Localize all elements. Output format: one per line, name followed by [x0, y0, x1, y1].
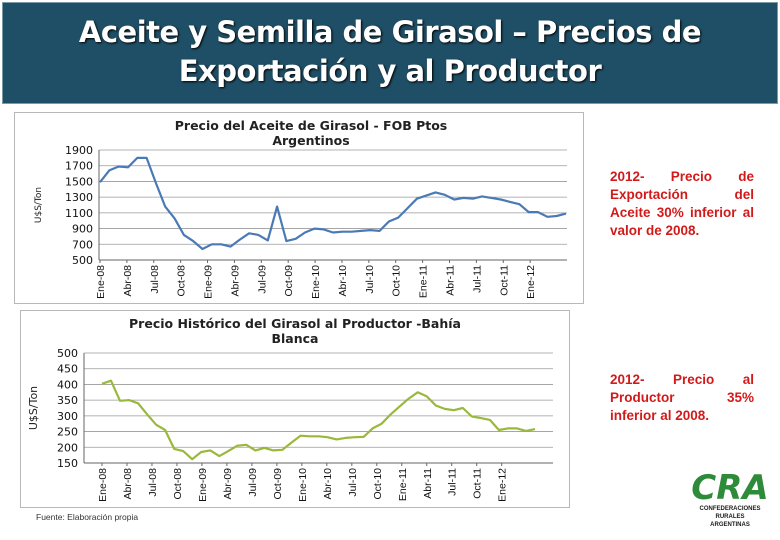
chart1-y-tick-label: 1500 — [65, 175, 93, 188]
chart1-x-tick-label: Oct-09 — [283, 265, 295, 297]
chart1-x-tick-label: Oct-11 — [498, 265, 510, 296]
chart1-y-tick-label: 900 — [72, 223, 93, 236]
chart1-x-tick-label: Abr-10 — [337, 265, 349, 297]
chart2-x-tick-label: Jul-10 — [347, 468, 359, 497]
chart1-y-tick-label: 1900 — [65, 144, 93, 157]
chart1-x-tick-label: Abr-11 — [445, 265, 457, 296]
chart1-x-tick-label: Oct-08 — [176, 265, 188, 297]
chart2-y-tick-label: 350 — [57, 394, 78, 407]
chart2-y-tick-label: 500 — [57, 347, 78, 360]
chart1-y-tick-label: 1100 — [65, 207, 93, 220]
chart2-title-line: Precio Histórico del Girasol al Producto… — [129, 316, 461, 331]
chart2-svg: Precio Histórico del Girasol al Producto… — [27, 316, 553, 502]
chart1-y-tick-label: 500 — [72, 254, 93, 267]
cra-logo: CRA CONFEDERACIONES RURALES ARGENTINAS — [682, 466, 778, 532]
title-bar: Aceite y Semilla de Girasol – Precios de… — [2, 2, 778, 104]
chart2-x-tick-label: Abr-10 — [322, 468, 334, 500]
chart2-y-tick-label: 300 — [57, 410, 78, 423]
chart2-x-tick-label: Oct-10 — [372, 468, 384, 500]
chart2-y-tick-label: 400 — [57, 378, 78, 391]
chart1-y-tick-label: 1700 — [65, 160, 93, 173]
logo-line-3: ARGENTINAS — [710, 522, 750, 528]
chart2-series-line — [101, 379, 536, 461]
cra-logo-mark: CRA — [691, 468, 768, 508]
chart2-y-axis-label: U$S/Ton — [27, 386, 40, 430]
chart1-x-tick-label: Jul-08 — [149, 265, 161, 294]
chart1-x-tick-label: Jul-10 — [364, 265, 376, 294]
chart1-x-tick-label: Oct-10 — [391, 265, 403, 297]
chart2-x-tick-label: Ene-10 — [297, 468, 309, 502]
chart1-x-tick-label: Jul-09 — [256, 265, 268, 294]
chart1-series-line — [99, 156, 567, 251]
chart1-x-tick-label: Abr-09 — [229, 265, 241, 297]
chart2-x-tick-label: Oct-09 — [272, 468, 284, 500]
chart2-x-tick-label: Abr-09 — [222, 468, 234, 500]
chart-producer-price: Precio Histórico del Girasol al Producto… — [20, 310, 570, 508]
chart2-x-tick-label: Jul-09 — [247, 468, 259, 497]
chart1-y-axis-label: U$S/Ton — [34, 187, 44, 223]
chart2-x-tick-label: Ene-08 — [97, 468, 109, 502]
chart1-title-line: Precio del Aceite de Girasol - FOB Ptos — [175, 118, 448, 133]
chart1-x-tick-label: Abr-08 — [122, 265, 134, 297]
chart1-x-tick-label: Jul-11 — [471, 265, 483, 293]
logo-line-2: RURALES — [715, 514, 745, 520]
chart1-x-tick-label: Ene-11 — [418, 265, 430, 298]
chart2-x-tick-label: Jul-08 — [147, 468, 159, 497]
chart2-x-tick-label: Abr-08 — [122, 468, 134, 500]
chart2-x-tick-label: Jul-11 — [447, 468, 459, 496]
chart1-y-tick-label: 1300 — [65, 191, 93, 204]
chart1-x-tick-label: Ene-10 — [310, 265, 322, 299]
chart2-y-tick-label: 200 — [57, 441, 78, 454]
chart1-x-tick-label: Ene-09 — [203, 265, 215, 299]
chart2-x-tick-label: Abr-11 — [422, 468, 434, 499]
chart2-title-line: Blanca — [272, 331, 319, 346]
source-caption: Fuente: Elaboración propia — [36, 512, 139, 522]
chart-export-oil-price: Precio del Aceite de Girasol - FOB Ptos A… — [14, 112, 584, 304]
note-producer-price: 2012- Precio al Productor 35% inferior a… — [610, 372, 754, 423]
chart2-x-tick-label: Ene-11 — [397, 468, 409, 501]
chart1-title-line: Argentinos — [272, 133, 349, 148]
cra-logo-letters: CRA — [691, 468, 768, 506]
chart2-x-tick-label: Oct-11 — [472, 468, 484, 499]
chart2-x-tick-label: Ene-12 — [497, 468, 509, 502]
chart1-y-tick-label: 700 — [72, 238, 93, 251]
chart1-svg: Precio del Aceite de Girasol - FOB PtosA… — [34, 118, 567, 299]
logo-line-1: CONFEDERACIONES — [699, 506, 761, 512]
chart1-x-tick-label: Ene-12 — [525, 265, 537, 299]
chart2-x-tick-label: Ene-09 — [197, 468, 209, 502]
chart1-x-tick-label: Ene-08 — [95, 265, 107, 299]
chart2-y-tick-label: 450 — [57, 363, 78, 376]
chart2-x-tick-label: Oct-08 — [172, 468, 184, 500]
chart2-y-tick-label: 250 — [57, 426, 78, 439]
page-title: Aceite y Semilla de Girasol – Precios de… — [78, 15, 702, 88]
note-export-price: 2012- Precio de Exportación del Aceite 3… — [610, 169, 754, 238]
chart2-y-tick-label: 150 — [57, 457, 78, 470]
